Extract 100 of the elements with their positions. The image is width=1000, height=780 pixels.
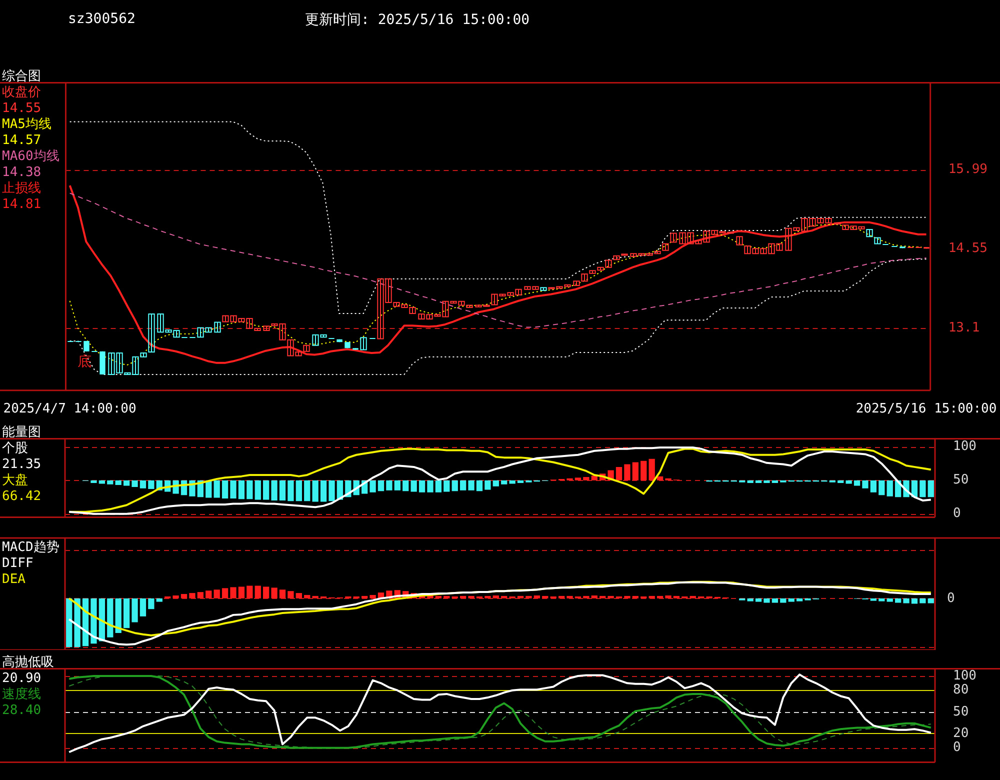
text: 14.81 [2, 197, 42, 213]
bar [591, 595, 598, 598]
y-tick-label: 50 [953, 472, 969, 488]
bar [427, 480, 434, 492]
bar [517, 480, 524, 484]
bar [886, 480, 893, 496]
text: 大盘 [2, 473, 29, 489]
bar [304, 594, 310, 598]
bar [115, 480, 122, 486]
bar [254, 586, 261, 598]
text: sz300562 [68, 11, 136, 27]
bar [328, 480, 335, 502]
bar [591, 476, 598, 480]
candlestick [662, 243, 669, 251]
bar [920, 480, 926, 498]
bar [903, 598, 910, 604]
bar [123, 598, 130, 628]
bar [640, 460, 647, 480]
bar [878, 480, 885, 496]
text: 14.38 [2, 165, 42, 181]
line-series [69, 121, 927, 314]
bar [132, 598, 138, 622]
line-series [69, 192, 927, 328]
bar [747, 598, 754, 602]
bar [206, 590, 212, 598]
bar [246, 480, 253, 500]
bar [870, 598, 877, 601]
bar [911, 598, 918, 604]
bar [418, 480, 426, 492]
bar [624, 464, 630, 480]
bar [608, 596, 614, 598]
candlestick [148, 314, 155, 352]
bar [444, 596, 450, 598]
bar [402, 480, 409, 492]
bar [304, 480, 310, 502]
text: 更新时间: 2025/5/16 15:00:00 [305, 11, 530, 29]
bar [222, 480, 228, 498]
bar [370, 480, 376, 492]
bar [66, 598, 72, 648]
bar [460, 596, 466, 598]
bar [214, 480, 220, 498]
bar [509, 480, 516, 484]
text: 止损线 [2, 181, 42, 197]
text: 14.55 [2, 101, 42, 117]
bar [772, 480, 778, 484]
bar [288, 591, 294, 598]
bar [378, 480, 384, 492]
bar [574, 478, 582, 480]
bar [279, 480, 286, 500]
candlestick [100, 350, 106, 375]
bar [583, 596, 590, 598]
bar [492, 480, 499, 486]
text: 21.35 [2, 457, 42, 473]
chart-title: 能量图 [2, 425, 42, 441]
bar [148, 480, 154, 490]
bar [435, 596, 442, 598]
bar [886, 598, 893, 602]
bar [484, 596, 491, 598]
bar [747, 480, 754, 484]
bar [534, 595, 540, 598]
bar [673, 596, 680, 598]
bar [107, 480, 114, 484]
bar [476, 480, 483, 492]
bar [928, 598, 934, 604]
bar [222, 588, 228, 598]
bar [271, 588, 278, 598]
text: 个股 [2, 441, 29, 457]
bar [648, 458, 655, 480]
bar [238, 480, 245, 500]
bar [156, 598, 162, 602]
y-tick-label: 50 [953, 704, 969, 720]
bar [542, 596, 548, 598]
bar [140, 598, 146, 616]
y-tick-label: 100 [953, 439, 976, 454]
bar [312, 480, 318, 502]
bar [665, 595, 672, 598]
text: 20.90 [2, 671, 42, 687]
bar [230, 587, 236, 598]
text: DEA [2, 572, 26, 588]
bar [189, 593, 196, 598]
candlestick [736, 236, 743, 246]
y-tick-label: 13.1 [948, 320, 980, 336]
bar [312, 596, 318, 598]
text: 高抛低吸 [2, 655, 54, 671]
bar [755, 598, 762, 602]
bar [690, 596, 696, 598]
bar [140, 480, 146, 488]
bar [362, 596, 368, 598]
y-tick-label: 0 [953, 506, 961, 522]
chart-title: 综合图 [2, 69, 42, 85]
text: MA60均线 [2, 149, 60, 165]
text: 速度线 [2, 687, 42, 703]
bar [656, 596, 664, 598]
text: 收盘价 [2, 85, 42, 101]
candlestick [214, 322, 221, 333]
bar [928, 480, 934, 498]
y-tick-label: 100 [953, 668, 976, 684]
text: 66.42 [2, 489, 42, 505]
bar [501, 596, 508, 598]
bar [656, 476, 664, 480]
